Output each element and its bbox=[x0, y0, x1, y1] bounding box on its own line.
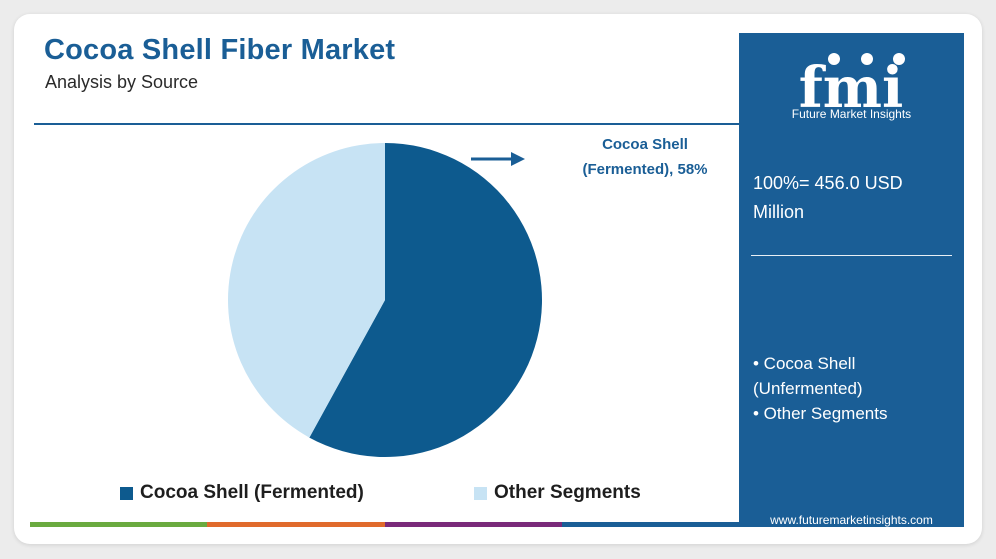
accent-segment-green bbox=[30, 522, 208, 527]
title-divider bbox=[34, 123, 739, 125]
accent-segment-orange bbox=[207, 522, 385, 527]
accent-segment-purple bbox=[384, 522, 562, 527]
segment-item: • Other Segments bbox=[753, 404, 888, 423]
logo-dot-icon bbox=[828, 53, 840, 65]
segment-list: • Cocoa Shell (Unfermented) • Other Segm… bbox=[753, 351, 953, 426]
market-total: 100%= 456.0 USD Million bbox=[753, 169, 953, 227]
accent-segment-blue bbox=[561, 522, 739, 527]
market-total-line-1: 100%= 456.0 USD bbox=[753, 173, 903, 193]
legend-label-fermented: Cocoa Shell (Fermented) bbox=[140, 482, 364, 503]
slice-callout: Cocoa Shell (Fermented), 58% bbox=[560, 132, 730, 182]
legend-label-other: Other Segments bbox=[494, 482, 641, 503]
page-subtitle: Analysis by Source bbox=[45, 72, 199, 92]
fmi-logo: fmi bbox=[799, 53, 905, 121]
pie-slice-fermented bbox=[309, 143, 542, 457]
segment-item: (Unfermented) bbox=[753, 379, 863, 398]
info-panel: fmi Future Market Insights 100%= 456.0 U… bbox=[739, 33, 964, 527]
legend-item-fermented: Cocoa Shell (Fermented) bbox=[120, 481, 364, 505]
logo-letters: fmi bbox=[799, 55, 904, 121]
legend-item-other: Other Segments bbox=[474, 481, 641, 505]
legend-swatch-other bbox=[474, 486, 487, 500]
logo-caption: Future Market Insights bbox=[791, 107, 912, 121]
logo-dot-icon bbox=[861, 53, 873, 65]
page-title: Cocoa Shell Fiber Market bbox=[44, 34, 396, 66]
website-url: www.futuremarketinsights.com bbox=[770, 513, 933, 527]
chart-card: Cocoa Shell Fiber Market Analysis by Sou… bbox=[14, 14, 982, 544]
callout-arrow bbox=[471, 152, 525, 166]
color-accent-bar bbox=[30, 522, 739, 527]
callout-line-2: (Fermented), 58% bbox=[582, 161, 708, 178]
pie-slice-other bbox=[228, 142, 385, 438]
legend-swatch-fermented bbox=[120, 486, 133, 500]
market-total-line-2: Million bbox=[753, 202, 805, 222]
panel-divider bbox=[751, 255, 952, 256]
pie-chart bbox=[228, 142, 542, 457]
callout-line-1: Cocoa Shell bbox=[602, 136, 688, 153]
segment-item: • Cocoa Shell bbox=[753, 354, 856, 373]
logo-dot-icon bbox=[893, 53, 905, 65]
